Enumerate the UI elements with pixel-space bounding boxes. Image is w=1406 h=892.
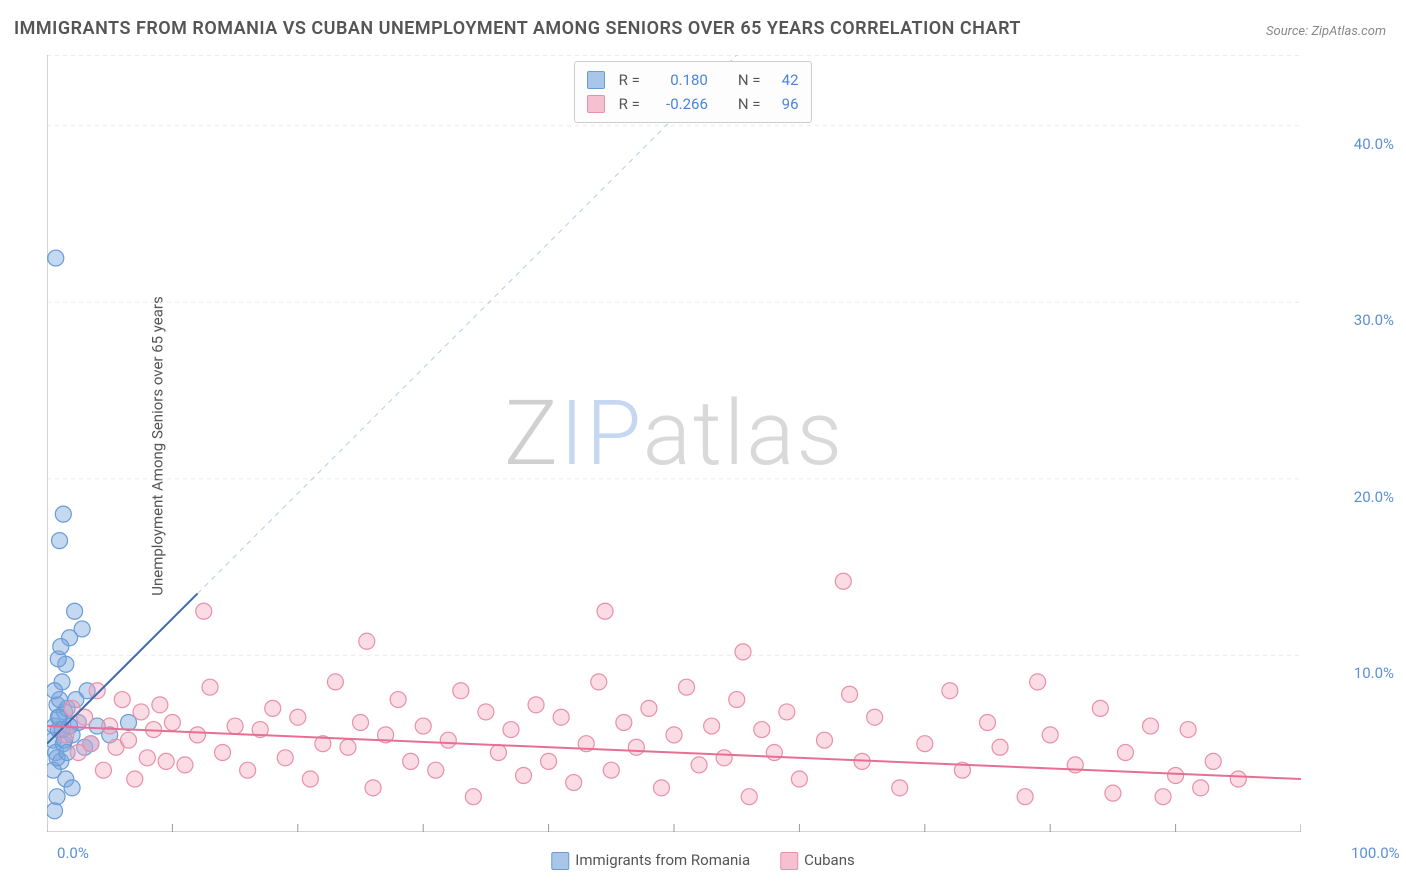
legend-R-label: R = [619, 92, 640, 116]
legend-R-value: -0.266 [648, 92, 708, 116]
y-tick-label: 40.0% [1354, 135, 1394, 153]
y-tick-label: 10.0% [1354, 664, 1394, 682]
series-legend-item-romania: Immigrants from Romania [551, 851, 750, 870]
y-tick-label: 20.0% [1354, 488, 1394, 506]
legend-row-romania: R = 0.180 N = 42 [587, 68, 799, 92]
series-legend: Immigrants from Romania Cubans [551, 851, 854, 870]
plot-area: ZIPatlas R =0.180N =42R =-0.266N =96 [47, 55, 1301, 832]
series-legend-item-cubans: Cubans [780, 851, 855, 870]
legend-N-value: 42 [769, 68, 799, 92]
chart-title: IMMIGRANTS FROM ROMANIA VS CUBAN UNEMPLO… [14, 18, 1021, 39]
legend-R-label: R = [619, 68, 640, 92]
source-label: Source: [1266, 24, 1311, 39]
legend-swatch [587, 95, 605, 113]
legend-N-label: N = [738, 92, 761, 116]
chart-svg [47, 55, 1301, 832]
legend-N-value: 96 [769, 92, 799, 116]
source-attribution: Source: ZipAtlas.com [1266, 24, 1386, 39]
legend-swatch [587, 71, 605, 89]
x-tick-label: 0.0% [57, 844, 89, 862]
y-tick-label: 30.0% [1354, 311, 1394, 329]
series-label: Cubans [804, 851, 855, 869]
series-label: Immigrants from Romania [575, 851, 750, 869]
legend-N-label: N = [738, 68, 761, 92]
legend-row-cubans: R = -0.266 N = 96 [587, 92, 799, 116]
legend-swatch [780, 852, 798, 870]
correlation-legend: R = 0.180 N = 42 R = -0.266 N = 96 [574, 61, 812, 123]
x-tick-label: 100.0% [1351, 844, 1400, 862]
legend-R-value: 0.180 [648, 68, 708, 92]
source-value: ZipAtlas.com [1311, 24, 1386, 39]
legend-swatch [551, 852, 569, 870]
